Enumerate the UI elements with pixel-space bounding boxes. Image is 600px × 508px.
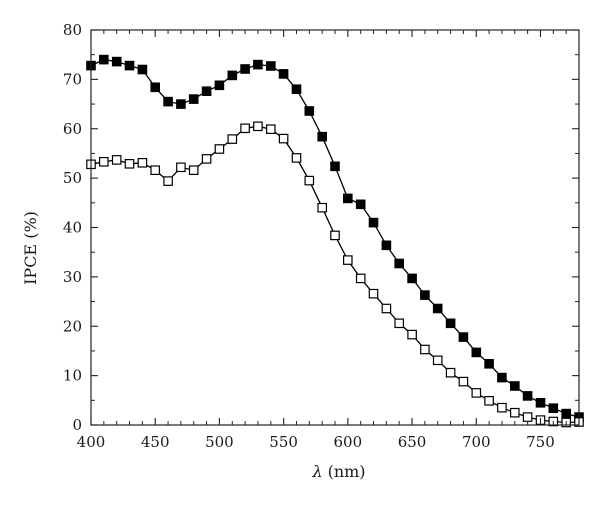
filled-square-marker: [471, 347, 482, 358]
filled-square-marker: [535, 398, 546, 408]
open-square-marker: [124, 159, 135, 169]
filled-square-marker: [214, 80, 225, 91]
y-tick-label: 40: [63, 219, 82, 237]
y-tick-label: 20: [63, 317, 82, 335]
y-tick-label: 60: [63, 120, 82, 138]
open-square-marker: [227, 134, 238, 144]
filled-square-marker: [368, 217, 379, 228]
filled-square-marker: [381, 240, 392, 251]
filled-square-marker: [163, 96, 173, 107]
x-tick-label: 650: [398, 433, 427, 451]
filled-square-marker: [355, 199, 366, 210]
filled-square-marker: [240, 64, 250, 74]
filled-square-marker: [317, 131, 327, 142]
filled-square-marker: [304, 106, 315, 116]
open-square-marker: [522, 412, 533, 422]
filled-square-marker: [510, 381, 520, 391]
open-square-marker: [278, 133, 289, 144]
open-square-marker: [330, 230, 340, 241]
y-axis-title: IPCE (%): [21, 211, 40, 285]
open-square-marker: [432, 355, 443, 366]
x-tick-label: 700: [462, 433, 491, 451]
plot-frame: [90, 29, 580, 426]
y-tick-label: 30: [63, 268, 82, 286]
filled-square-marker: [227, 70, 238, 81]
filled-square-marker: [497, 372, 507, 383]
open-square-marker: [150, 165, 160, 175]
open-square-marker: [214, 144, 225, 154]
open-square-marker: [381, 303, 392, 314]
x-tick-label: 450: [141, 433, 170, 451]
x-tick-label: 500: [205, 433, 234, 451]
x-tick-label: 400: [77, 433, 106, 451]
x-tick-label: 600: [334, 433, 363, 451]
y-tick-label: 80: [63, 21, 82, 39]
open-square-marker: [188, 165, 199, 175]
y-tick-label: 50: [63, 169, 82, 187]
open-square-marker: [111, 155, 122, 165]
open-square-marker: [420, 344, 430, 355]
open-square-marker: [458, 376, 469, 387]
filled-square-marker: [445, 318, 456, 329]
open-square-marker: [317, 202, 327, 213]
filled-square-marker: [458, 332, 469, 342]
x-axis-unit: (nm): [328, 462, 366, 481]
x-axis-title: λ (nm): [311, 462, 365, 481]
open-square-marker: [484, 396, 494, 406]
filled-square-marker: [330, 161, 340, 172]
open-square-marker: [163, 176, 173, 186]
filled-square-marker: [98, 54, 109, 65]
filled-square-marker: [291, 84, 302, 94]
filled-square-marker: [188, 94, 199, 104]
filled-square-marker: [407, 273, 417, 284]
open-square-marker: [497, 402, 507, 413]
filled-square-marker: [111, 56, 122, 67]
filled-square-marker: [201, 86, 212, 96]
open-square-marker: [471, 388, 482, 398]
open-square-marker: [445, 367, 456, 378]
filled-square-marker: [253, 59, 263, 70]
plot-layer: [86, 54, 584, 428]
filled-square-marker: [124, 60, 135, 71]
open-square-marker: [355, 273, 366, 284]
open-square-marker: [510, 407, 520, 418]
filled-square-marker: [150, 82, 160, 93]
filled-square-marker: [176, 99, 186, 109]
open-square-marker: [137, 158, 148, 168]
open-square-marker: [240, 123, 250, 134]
open-square-marker: [98, 157, 109, 167]
open-square-marker: [304, 175, 315, 186]
filled-square-marker: [266, 61, 276, 71]
open-square-marker: [176, 162, 186, 173]
x-tick-label: 750: [526, 433, 555, 451]
open-square-marker: [343, 255, 353, 265]
filled-square-marker: [394, 258, 404, 269]
y-tick-label: 0: [72, 416, 82, 434]
filled-square-marker: [432, 303, 443, 314]
filled-square-marker: [548, 403, 559, 413]
open-square-marker: [291, 153, 302, 163]
open-square-marker: [407, 329, 417, 340]
filled-square-marker: [420, 290, 430, 300]
filled-square-marker: [278, 69, 289, 79]
filled-square-marker: [137, 64, 148, 75]
y-tick-label: 10: [63, 367, 82, 385]
open-square-marker: [266, 124, 276, 134]
filled-square-marker: [484, 359, 494, 369]
x-tick-label: 550: [269, 433, 298, 451]
open-square-marker: [201, 154, 212, 164]
filled-square-marker: [561, 408, 571, 419]
x-axis-symbol: λ: [311, 462, 322, 481]
open-square-marker: [368, 288, 379, 299]
open-square-marker: [253, 121, 263, 132]
open-square-marker: [394, 318, 404, 329]
axes-layer: 400 450 500 550 600 650 700 750 0 10 20 30 40 50 60 70 8…: [63, 21, 580, 451]
filled-square-marker: [343, 193, 353, 204]
filled-square-marker: [522, 391, 533, 401]
y-tick-label: 70: [63, 70, 82, 88]
